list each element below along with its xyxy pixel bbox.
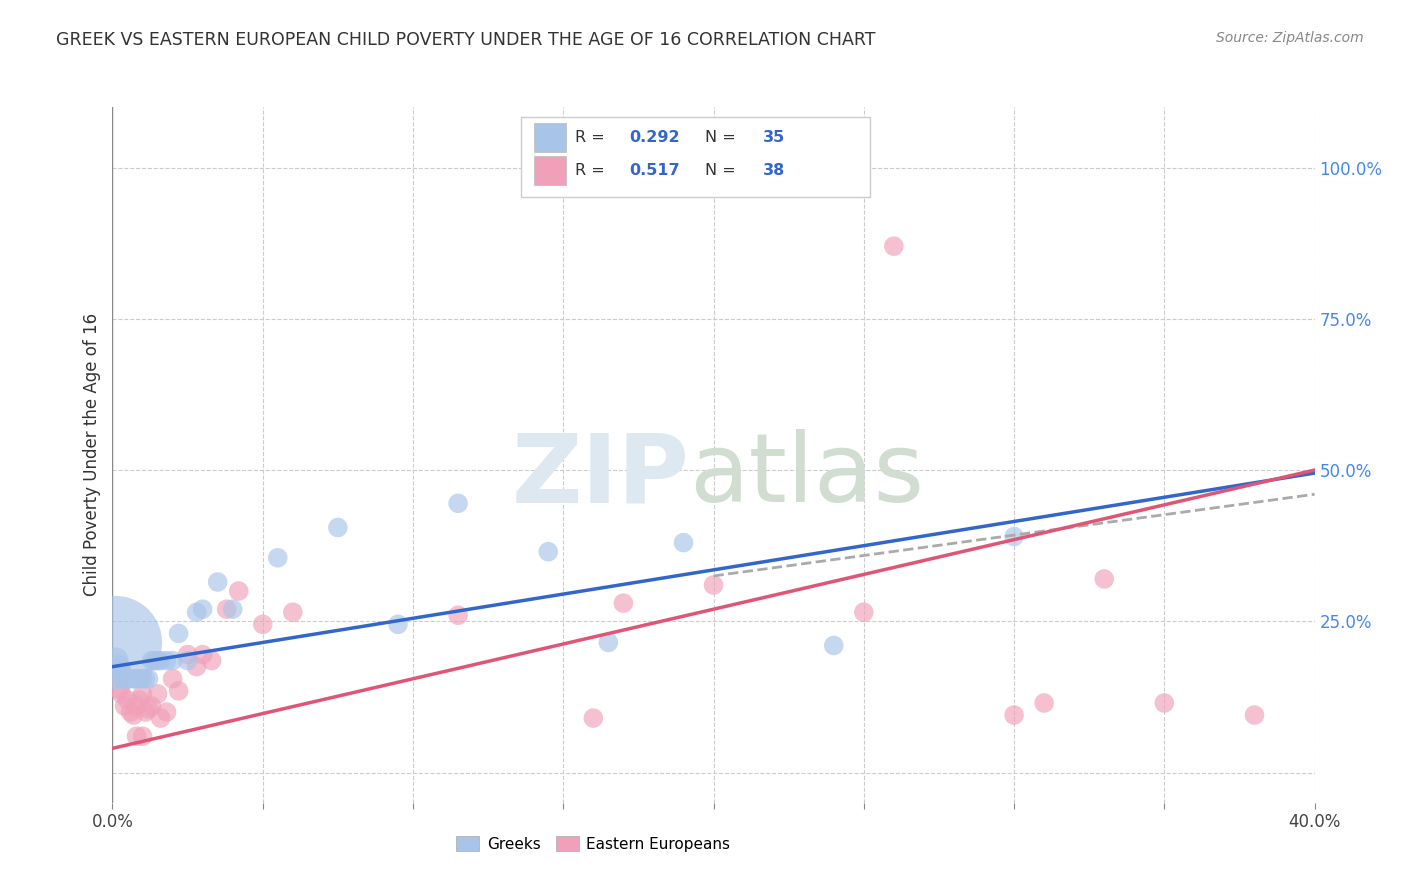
Point (110, 687, 132, 701)
Text: N =: N = (706, 130, 741, 145)
Point (1243, 708, 1265, 723)
Point (447, 496, 470, 510)
Point (149, 711, 172, 725)
Point (1153, 696, 1175, 710)
Point (612, 596, 634, 610)
Point (672, 535, 695, 549)
Point (281, 605, 304, 619)
Point (207, 574, 229, 589)
Point (149, 654, 172, 668)
Point (128, 672, 150, 686)
Point (582, 711, 605, 725)
Point (131, 687, 153, 701)
Point (107, 659, 129, 673)
Point (138, 672, 160, 686)
Point (125, 729, 148, 743)
Point (117, 672, 139, 686)
Point (823, 639, 845, 653)
Point (117, 693, 139, 707)
Point (138, 702, 160, 716)
Point (267, 550, 290, 565)
Point (162, 654, 184, 668)
Point (852, 605, 875, 619)
Text: ZIP: ZIP (512, 429, 689, 523)
FancyBboxPatch shape (534, 156, 565, 185)
Point (104, 654, 127, 668)
Point (135, 705, 157, 719)
Text: GREEK VS EASTERN EUROPEAN CHILD POVERTY UNDER THE AGE OF 16 CORRELATION CHART: GREEK VS EASTERN EUROPEAN CHILD POVERTY … (56, 31, 876, 49)
Point (155, 705, 177, 719)
Y-axis label: Child Poverty Under the Age of 16: Child Poverty Under the Age of 16 (83, 313, 101, 597)
Point (107, 681, 129, 695)
Point (252, 617, 274, 632)
Legend: Greeks, Eastern Europeans: Greeks, Eastern Europeans (450, 830, 737, 858)
Point (387, 617, 409, 632)
Point (176, 654, 198, 668)
Point (201, 654, 224, 668)
Point (114, 672, 136, 686)
Point (162, 672, 184, 686)
Point (146, 687, 169, 701)
Point (104, 635, 127, 649)
Point (1002, 530, 1025, 544)
Point (537, 545, 560, 559)
Point (167, 684, 190, 698)
Point (1092, 572, 1115, 586)
Point (143, 654, 166, 668)
Point (110, 663, 132, 677)
Point (186, 605, 208, 619)
Point (222, 602, 245, 616)
Point (141, 654, 163, 668)
Text: 35: 35 (763, 130, 785, 145)
Point (125, 698, 148, 713)
Point (122, 708, 145, 723)
Point (1033, 696, 1056, 710)
Point (167, 626, 190, 640)
Point (110, 672, 132, 686)
Text: 38: 38 (763, 163, 785, 178)
Point (131, 672, 153, 686)
Text: R =: R = (575, 130, 610, 145)
Text: Source: ZipAtlas.com: Source: ZipAtlas.com (1216, 31, 1364, 45)
Point (120, 672, 142, 686)
Text: 0.517: 0.517 (630, 163, 681, 178)
Text: R =: R = (575, 163, 610, 178)
FancyBboxPatch shape (534, 123, 565, 153)
Point (131, 729, 153, 743)
Point (155, 654, 177, 668)
Point (191, 602, 214, 616)
FancyBboxPatch shape (522, 118, 870, 197)
Point (326, 520, 349, 534)
Text: 0.292: 0.292 (630, 130, 681, 145)
Point (120, 705, 142, 719)
Point (702, 578, 725, 592)
Point (135, 672, 157, 686)
Point (1002, 708, 1025, 723)
Text: atlas: atlas (689, 429, 925, 523)
Point (191, 648, 214, 662)
Point (883, 239, 905, 253)
Point (215, 602, 238, 616)
Point (228, 584, 250, 599)
Point (125, 672, 148, 686)
Point (114, 698, 136, 713)
Point (176, 648, 198, 662)
Point (186, 659, 208, 673)
Text: N =: N = (706, 163, 741, 178)
Point (447, 608, 470, 623)
Point (128, 693, 150, 707)
Point (598, 635, 620, 649)
Point (122, 672, 145, 686)
Point (141, 698, 163, 713)
Point (146, 654, 169, 668)
